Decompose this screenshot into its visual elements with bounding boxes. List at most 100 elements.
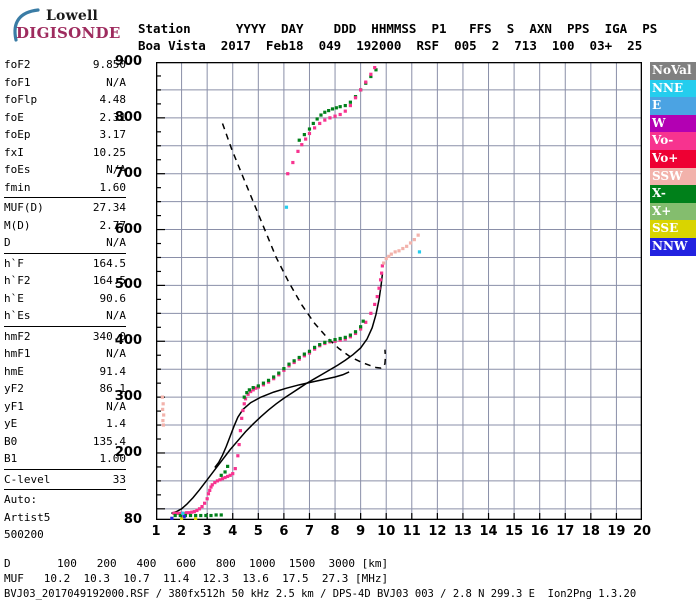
profile-curves bbox=[171, 123, 387, 515]
param-footer-line-1: Artist5 bbox=[4, 510, 51, 524]
echo-series bbox=[160, 65, 422, 520]
series-nnw-sporadic-points bbox=[170, 515, 186, 520]
y-tick-label: 700 bbox=[114, 165, 142, 181]
param-key: hmF2 bbox=[4, 329, 31, 343]
param-row-fxi: fxI 10.25 bbox=[4, 144, 126, 162]
header-labels-row: Station YYYY DAY DDD HHMMSS P1 FFS S AXN… bbox=[138, 21, 658, 36]
x-tick-label: 15 bbox=[505, 524, 524, 539]
param-value: 27.34 bbox=[92, 201, 126, 214]
x-tick-label: 6 bbox=[279, 524, 289, 539]
param-row-hmf2: hmF2 340.0 bbox=[4, 328, 126, 346]
x-axis-labels: 1 2 3 4 5 6 7 8 9 10 11 12 13 14 15 16 17 18 19 20 bbox=[151, 524, 651, 546]
param-key: foFlp bbox=[4, 93, 38, 106]
param-key: foEp bbox=[4, 128, 31, 141]
plot-frame bbox=[156, 62, 642, 520]
param-row-fmin: fmin 1.60 bbox=[4, 179, 126, 197]
param-row-yf2: yF2 86.1 bbox=[4, 380, 126, 398]
param-group-divider bbox=[4, 252, 126, 254]
y-tick-label: 800 bbox=[114, 109, 142, 125]
series-o-trace-vo-ordinary-echo bbox=[172, 264, 384, 515]
x-tick-label: 8 bbox=[330, 524, 340, 539]
param-row-b0: B0 135.4 bbox=[4, 433, 126, 451]
param-group-divider bbox=[4, 468, 126, 470]
ionogram-canvas[interactable] bbox=[156, 62, 642, 520]
param-value: N/A bbox=[106, 399, 126, 413]
x-tick-label: 16 bbox=[530, 524, 549, 539]
param-key: M(D) bbox=[4, 218, 31, 232]
param-row-hmf1: hmF1 N/A bbox=[4, 345, 126, 363]
param-key: h`F2 bbox=[4, 274, 31, 287]
series-nne-sporadic-points bbox=[181, 205, 422, 515]
param-row-fof1: foF1 N/A bbox=[4, 74, 126, 92]
param-value: 164.5 bbox=[92, 274, 126, 287]
footer-distance-row: D 100 200 400 600 800 1000 1500 3000 [km… bbox=[4, 557, 389, 570]
x-tick-label: 1 bbox=[151, 524, 161, 539]
legend-item-x[interactable]: X+ bbox=[650, 202, 696, 221]
legend-item-ssw[interactable]: SSW bbox=[650, 167, 696, 186]
x-tick-label: 14 bbox=[479, 524, 498, 539]
param-value: 1.60 bbox=[99, 180, 127, 194]
param-value: 1.00 bbox=[99, 452, 127, 465]
param-value: 340.0 bbox=[92, 329, 126, 343]
y-tick-label: 500 bbox=[114, 277, 142, 293]
param-key: fmin bbox=[4, 180, 31, 194]
param-row-he: h`E 90.6 bbox=[4, 290, 126, 308]
param-row-yf1: yF1 N/A bbox=[4, 398, 126, 416]
polarization-legend[interactable]: NoVal NNE E W Vo- Vo+ SSW X- X+ SSE NNW bbox=[650, 62, 696, 256]
param-row-foep: foEp 3.17 bbox=[4, 126, 126, 144]
legend-item-vo[interactable]: Vo+ bbox=[650, 149, 696, 168]
legend-item-vo[interactable]: Vo- bbox=[650, 132, 696, 150]
param-key: MUF(D) bbox=[4, 201, 44, 214]
param-row-md: M(D) 2.77 bbox=[4, 217, 126, 235]
param-key: h`F bbox=[4, 256, 24, 270]
x-tick-label: 10 bbox=[377, 524, 396, 539]
param-key: C-level bbox=[4, 472, 51, 486]
legend-item-nnw[interactable]: NNW bbox=[650, 237, 696, 256]
legend-item-e[interactable]: E bbox=[650, 97, 696, 115]
legend-item-w[interactable]: W bbox=[650, 114, 696, 133]
param-footer-line-2: 500200 bbox=[4, 528, 44, 541]
param-key: foF1 bbox=[4, 75, 31, 89]
param-key: foEs bbox=[4, 163, 31, 176]
x-tick-label: 20 bbox=[632, 524, 652, 539]
legend-item-sse[interactable]: SSE bbox=[650, 220, 696, 238]
param-key: foE bbox=[4, 110, 24, 124]
param-key: fxI bbox=[4, 145, 24, 159]
param-group-divider bbox=[4, 325, 126, 327]
logo-digisonde-text: DIGISONDE bbox=[16, 24, 121, 42]
legend-item-x[interactable]: X- bbox=[650, 185, 696, 203]
param-row-clevel: C-level 33 bbox=[4, 471, 126, 489]
y-tick-label: 900 bbox=[114, 54, 142, 69]
x-tick-label: 4 bbox=[228, 524, 238, 539]
param-value: 9.850 bbox=[92, 58, 126, 71]
param-value: N/A bbox=[106, 347, 126, 360]
param-key: yE bbox=[4, 417, 18, 430]
param-key: yF2 bbox=[4, 382, 24, 395]
param-value: 1.4 bbox=[106, 417, 126, 430]
logo-lowell-text: Lowell bbox=[46, 8, 98, 24]
param-value: 2.77 bbox=[99, 218, 127, 232]
param-group-divider bbox=[4, 489, 126, 490]
x-tick-label: 5 bbox=[253, 524, 263, 539]
digisonde-arc-icon bbox=[13, 8, 40, 42]
param-row-mufd: MUF(D) 27.34 bbox=[4, 199, 126, 217]
param-value: 135.4 bbox=[92, 434, 126, 448]
param-row-d: D N/A bbox=[4, 234, 126, 252]
param-row-foe: foE 2.31 bbox=[4, 109, 126, 127]
series-ssw-scatter-low-frequency bbox=[160, 395, 166, 427]
y-axis-minor-ticks bbox=[156, 62, 165, 510]
param-value: 3.17 bbox=[99, 128, 127, 141]
param-value: 10.25 bbox=[92, 145, 126, 159]
series-second-hop-o-trace bbox=[286, 65, 377, 176]
lowell-digisonde-logo: Lowell DIGISONDE bbox=[8, 6, 128, 46]
curve-bottomside-profile-lower-branch bbox=[214, 371, 350, 468]
y-tick-label: 200 bbox=[114, 444, 142, 460]
series-second-hop-multi-reflection-echoes bbox=[297, 68, 378, 142]
param-key: foF2 bbox=[4, 58, 31, 71]
param-row-foes: foEs N/A bbox=[4, 161, 126, 179]
legend-item-noval[interactable]: NoVal bbox=[650, 62, 696, 80]
x-tick-label: 9 bbox=[356, 524, 366, 539]
ionogram-plot[interactable] bbox=[156, 62, 642, 520]
legend-item-nne[interactable]: NNE bbox=[650, 79, 696, 98]
param-key: B0 bbox=[4, 434, 18, 448]
